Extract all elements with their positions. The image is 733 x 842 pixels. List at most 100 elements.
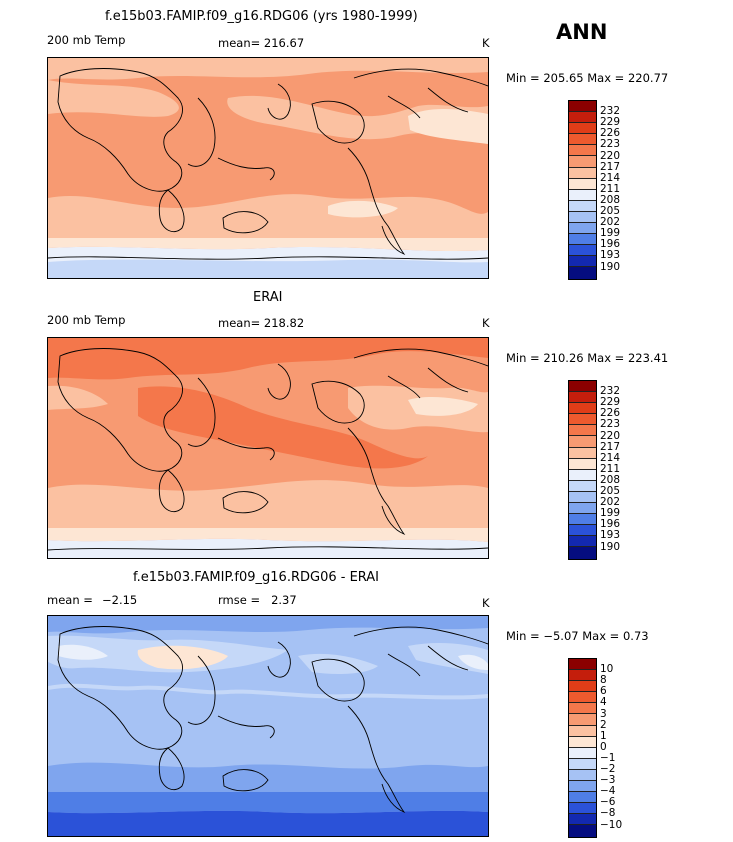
- colorbar-tick-label: 232: [600, 385, 621, 398]
- colorbar-tick-label: 214: [600, 171, 621, 184]
- colorbar-tick-label: 8: [600, 674, 607, 687]
- colorbar-swatch: [569, 792, 596, 804]
- mean-label: mean= 218.82: [218, 316, 305, 330]
- colorbar-swatch: [569, 145, 596, 157]
- colorbar-swatch: [569, 536, 596, 548]
- colorbar-swatch: [569, 381, 596, 393]
- colorbar-swatch: [569, 692, 596, 704]
- colorbar-tick-label: −8: [600, 807, 616, 820]
- colorbar-swatch: [569, 211, 596, 224]
- colorbar-tick-label: 223: [600, 138, 621, 151]
- colorbar-tick-label: 226: [600, 127, 621, 140]
- colorbar-swatch: [569, 267, 596, 279]
- colorbar-tick-label: 196: [600, 518, 621, 531]
- colorbar-tick-label: −2: [600, 763, 616, 775]
- colorbar-tick-label: −1: [600, 751, 616, 764]
- colorbar-swatches: [568, 100, 597, 280]
- colorbar-tick-label: 199: [600, 227, 621, 240]
- colorbar-tick-label: 229: [600, 116, 621, 129]
- colorbar-swatch: [569, 659, 596, 671]
- colorbar-swatch: [569, 245, 596, 257]
- colorbar-swatch: [569, 458, 596, 470]
- colorbar-swatch: [569, 414, 596, 426]
- colorbar-swatch: [569, 547, 596, 559]
- colorbar-tick-label: 196: [600, 238, 621, 251]
- colorbar-tick-label: 202: [600, 496, 621, 509]
- map-panel-model: [47, 57, 489, 279]
- colorbar-swatch: [569, 714, 596, 726]
- colorbar-swatch: [569, 703, 596, 715]
- min-max-label: Min = 205.65 Max = 220.77: [506, 71, 669, 85]
- colorbar-tick-label: 0: [600, 740, 607, 753]
- min-max-label: Min = −5.07 Max = 0.73: [506, 629, 649, 643]
- variable-label: 200 mb Temp: [47, 33, 126, 47]
- colorbar-swatch: [569, 447, 596, 459]
- colorbar-swatch: [569, 234, 596, 246]
- colorbar-swatch: [569, 747, 596, 759]
- colorbar-swatch: [569, 814, 596, 826]
- colorbar-swatch: [569, 425, 596, 437]
- min-max-label: Min = 210.26 Max = 223.41: [506, 351, 669, 365]
- colorbar-swatch: [569, 681, 596, 693]
- season-label: ANN: [556, 20, 608, 44]
- colorbar-swatch: [569, 503, 596, 515]
- colorbar-tick-label: 220: [600, 429, 621, 442]
- colorbar-swatch: [569, 178, 596, 190]
- variable-label: 200 mb Temp: [47, 313, 126, 327]
- colorbar-tick-label: 229: [600, 396, 621, 409]
- colorbar-tick-label: 190: [600, 260, 621, 273]
- colorbar-swatch: [569, 514, 596, 526]
- colorbar-tick-label: −3: [600, 774, 616, 787]
- colorbar-swatch: [569, 781, 596, 793]
- mean-label: mean =: [47, 593, 93, 607]
- mean-value: 218.82: [263, 316, 305, 330]
- colorbar-tick-label: 190: [600, 540, 621, 553]
- colorbar-tick-label: 202: [600, 216, 621, 229]
- colorbar-swatch: [569, 134, 596, 146]
- colorbar-tick-label: 205: [600, 205, 621, 217]
- colorbar-swatch: [569, 200, 596, 212]
- colorbar-tick-label: −10: [600, 818, 623, 831]
- colorbar-swatches: [568, 658, 597, 838]
- colorbar-swatch: [569, 803, 596, 815]
- panel-title: ERAI: [253, 290, 283, 305]
- colorbar-tick-label: 6: [600, 685, 607, 698]
- colorbar-tick-label: 208: [600, 473, 621, 486]
- colorbar-swatch: [569, 101, 596, 113]
- colorbar-swatch: [569, 670, 596, 682]
- colorbar-swatch: [569, 825, 596, 837]
- units-label: K: [482, 316, 490, 330]
- mean-label: mean= 216.67: [218, 36, 305, 50]
- colorbar-swatch: [569, 736, 596, 748]
- colorbar-swatch: [569, 725, 596, 737]
- colorbar-tick-label: 193: [600, 249, 621, 262]
- colorbar-swatch: [569, 403, 596, 415]
- units-label: K: [482, 596, 490, 610]
- colorbar-tick-label: 220: [600, 149, 621, 162]
- colorbar-tick-label: 223: [600, 418, 621, 431]
- units-label: K: [482, 36, 490, 50]
- colorbar-swatch: [569, 189, 596, 201]
- colorbar-tick-label: 211: [600, 462, 621, 475]
- colorbar-tick-label: 205: [600, 485, 621, 497]
- colorbar-swatch: [569, 123, 596, 135]
- colorbar-swatch: [569, 112, 596, 124]
- colorbar-tick-label: 4: [600, 696, 607, 709]
- colorbar-swatch: [569, 469, 596, 481]
- colorbar-swatch: [569, 491, 596, 504]
- colorbar-swatch: [569, 256, 596, 268]
- colorbar-tick-label: 214: [600, 451, 621, 464]
- colorbar-tick-label: 232: [600, 105, 621, 118]
- colorbar-tick-label: 199: [600, 507, 621, 520]
- colorbar-swatch: [569, 758, 596, 770]
- colorbar-tick-label: −4: [600, 785, 616, 798]
- mean-value: −2.15: [102, 593, 138, 607]
- colorbar-tick-label: −6: [600, 796, 616, 809]
- colorbar-tick-label: 226: [600, 407, 621, 420]
- mean-value: 216.67: [263, 36, 305, 50]
- colorbar-tick-label: 3: [600, 707, 607, 720]
- map-panel-obs: [47, 337, 489, 559]
- contour-map: [48, 58, 488, 278]
- colorbar-swatch: [569, 223, 596, 235]
